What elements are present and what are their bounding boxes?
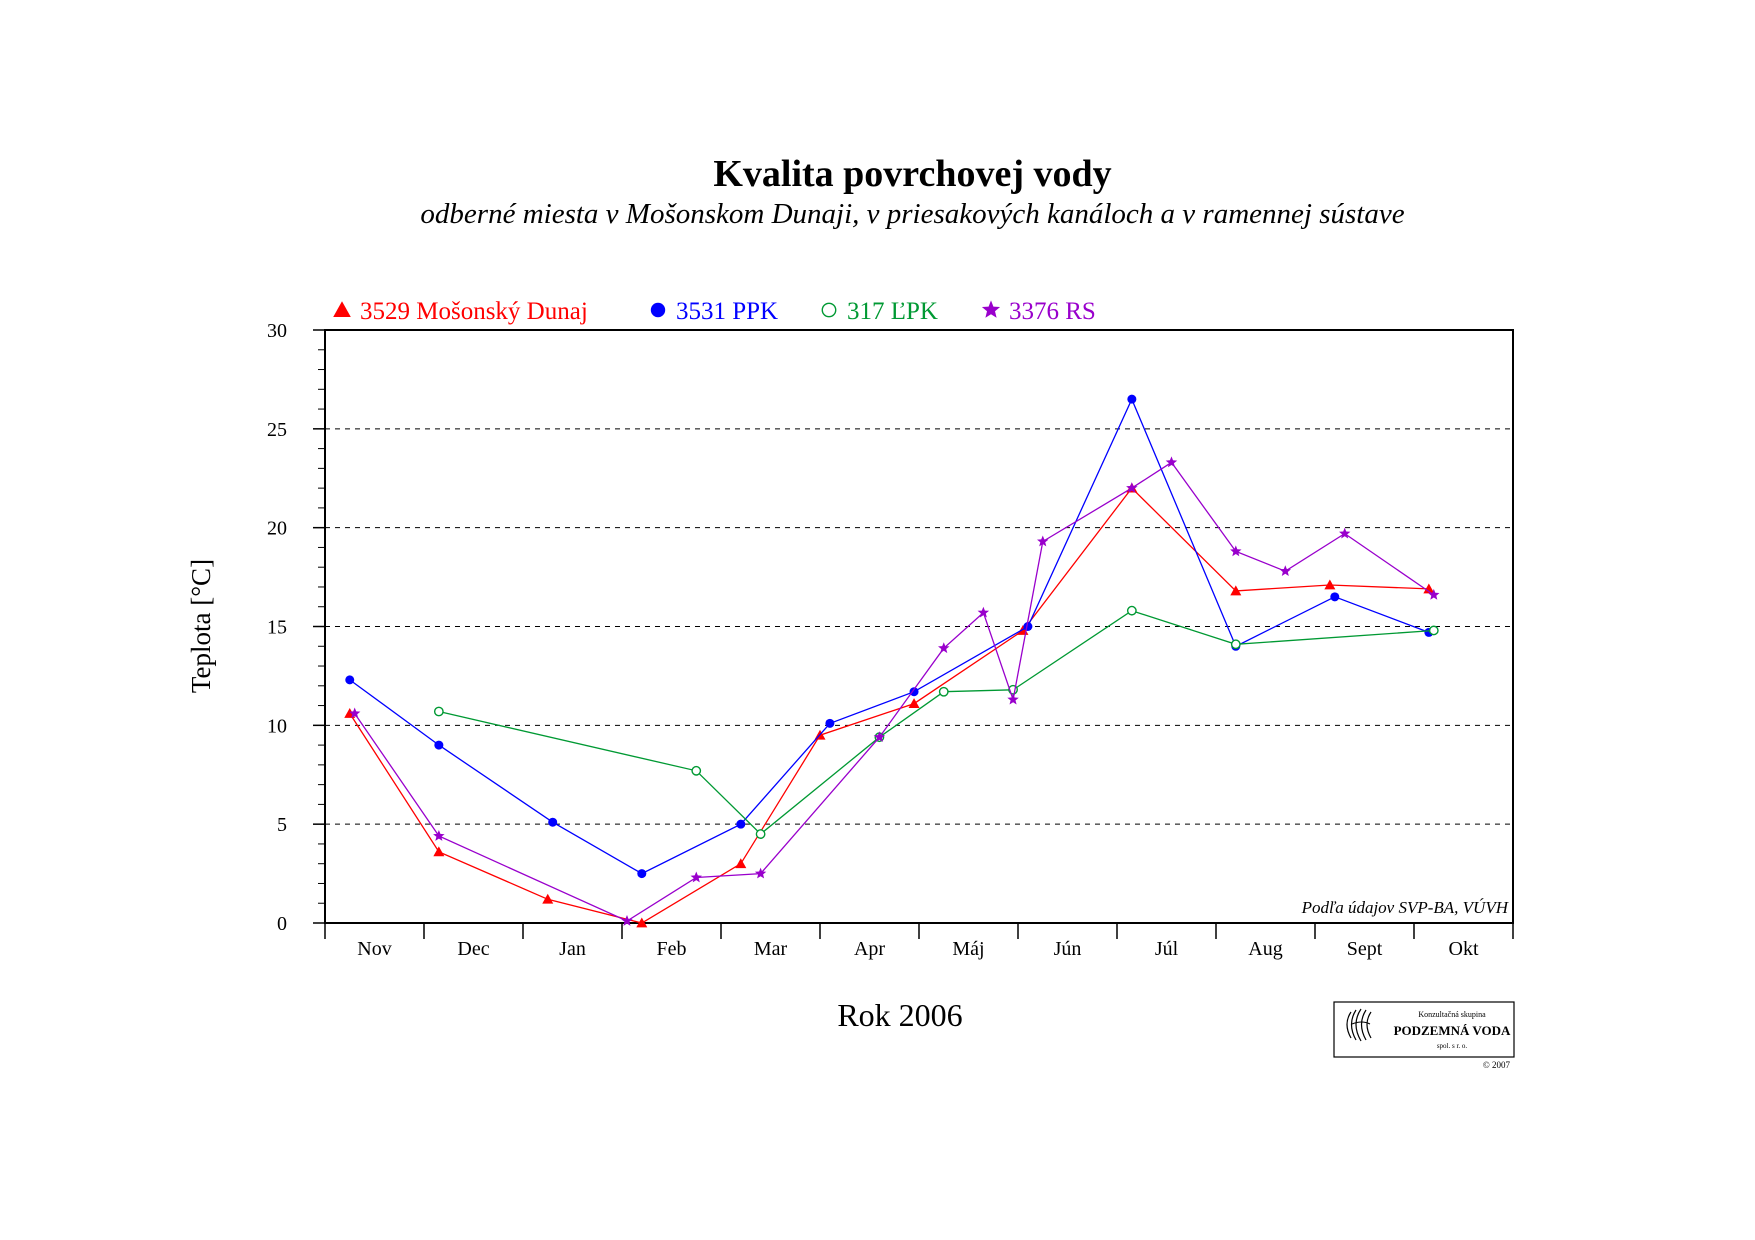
- legend-marker: [333, 301, 351, 318]
- series-line: [349, 397, 1430, 875]
- data-point: [1127, 394, 1137, 404]
- data-point: [1230, 545, 1242, 557]
- data-point: [825, 718, 835, 728]
- data-point: [1230, 585, 1242, 596]
- wave-logo-icon: [1346, 1008, 1372, 1042]
- x-tick-label: Máj: [952, 938, 984, 960]
- chart-subtitle: odberné miesta v Mošonskom Dunaji, v pri…: [420, 198, 1405, 230]
- data-point: [977, 606, 990, 618]
- series-group: [433, 605, 1439, 839]
- data-point: [1324, 579, 1336, 590]
- data-point: [1330, 592, 1340, 602]
- logo-copyright: © 2007: [1483, 1060, 1511, 1070]
- data-point: [755, 829, 766, 839]
- legend-label: 317 ĽPK: [847, 298, 938, 325]
- data-point: [349, 707, 361, 719]
- x-tick-label: Aug: [1248, 938, 1282, 960]
- chart-title: Kvalita povrchovej vody: [713, 153, 1112, 195]
- data-point: [542, 893, 554, 904]
- legend: 3529 Mošonský Dunaj 3531 PPK 317 ĽPK 3376 R…: [333, 298, 1096, 325]
- data-point: [345, 675, 355, 685]
- data-point: [736, 819, 746, 829]
- data-point: [1339, 527, 1351, 539]
- data-point: [1230, 639, 1241, 650]
- legend-marker: [650, 302, 666, 318]
- company-logo: Konzultačná skupina PODZEMNÁ VODA spol. …: [1333, 1001, 1515, 1070]
- x-tick-label: Feb: [657, 938, 687, 960]
- y-tick-label: 10: [267, 715, 287, 737]
- data-point: [909, 687, 919, 697]
- y-tick-label: 20: [267, 518, 287, 540]
- series-group: [345, 394, 1434, 879]
- logo-line1: Konzultačná skupina: [1418, 1010, 1486, 1019]
- data-point: [1165, 456, 1178, 468]
- legend-marker: [981, 300, 1001, 318]
- x-tick-label: Júl: [1155, 938, 1179, 960]
- data-point: [637, 869, 647, 879]
- data-point: [735, 858, 747, 869]
- data-point: [621, 915, 633, 926]
- data-point: [908, 698, 920, 708]
- grid-lines: [325, 428, 1513, 825]
- data-point: [1007, 693, 1019, 705]
- data-point: [433, 706, 444, 717]
- data-point: [434, 740, 444, 750]
- x-tick-label: Jan: [559, 938, 586, 960]
- x-tick-label: Jún: [1054, 938, 1082, 960]
- series-group: [349, 456, 1440, 926]
- data-point: [1423, 583, 1435, 594]
- data-point: [1279, 565, 1291, 576]
- data-point: [433, 846, 445, 857]
- data-point: [548, 817, 558, 827]
- legend-label: 3529 Mošonský Dunaj: [360, 298, 588, 325]
- x-tick-label: Dec: [457, 938, 489, 960]
- data-point: [636, 917, 648, 928]
- data-point: [691, 765, 702, 776]
- series-group: [344, 482, 1435, 928]
- data-point: [1126, 482, 1138, 493]
- series-line: [354, 461, 1435, 922]
- logo-line2: PODZEMNÁ VODA: [1394, 1023, 1511, 1038]
- data-point: [690, 871, 702, 883]
- x-axis: Nov Dec Jan Feb Mar Apr Máj Jún Júl Aug Sept Okt: [324, 923, 1514, 960]
- data-point: [1037, 535, 1049, 547]
- legend-label: 3531 PPK: [676, 298, 778, 325]
- x-tick-label: Okt: [1449, 938, 1479, 960]
- series-line: [349, 487, 1429, 924]
- y-tick-label: 0: [277, 913, 287, 935]
- y-axis-label: Teplota [°C]: [186, 559, 216, 693]
- data-point: [754, 867, 767, 879]
- y-tick-label: 5: [277, 814, 287, 836]
- data-point: [1126, 605, 1137, 616]
- series-line: [438, 609, 1434, 835]
- x-tick-label: Sept: [1347, 938, 1383, 960]
- data-point: [938, 642, 950, 654]
- data-point: [433, 830, 445, 841]
- source-note: Podľa údajov SVP-BA, VÚVH: [1301, 898, 1510, 917]
- data-point: [873, 731, 886, 742]
- data-point: [938, 686, 949, 697]
- data-point: [1428, 625, 1439, 636]
- x-axis-label: Rok 2006: [837, 997, 962, 1033]
- y-axis: 0 5 10 15 20 25 30: [267, 320, 325, 935]
- x-tick-label: Mar: [754, 938, 788, 960]
- legend-marker: [821, 302, 837, 318]
- x-tick-label: Nov: [357, 938, 391, 960]
- y-tick-label: 30: [267, 320, 287, 342]
- x-tick-label: Apr: [854, 938, 885, 960]
- logo-line3: spol. s r. o.: [1437, 1042, 1468, 1050]
- data-point: [1023, 622, 1033, 631]
- y-tick-label: 15: [267, 617, 287, 639]
- data-point: [1428, 588, 1440, 600]
- legend-label: 3376 RS: [1009, 298, 1096, 325]
- logo-frame: [1333, 1001, 1515, 1058]
- data-series: [344, 394, 1440, 928]
- y-tick-label: 25: [267, 419, 287, 441]
